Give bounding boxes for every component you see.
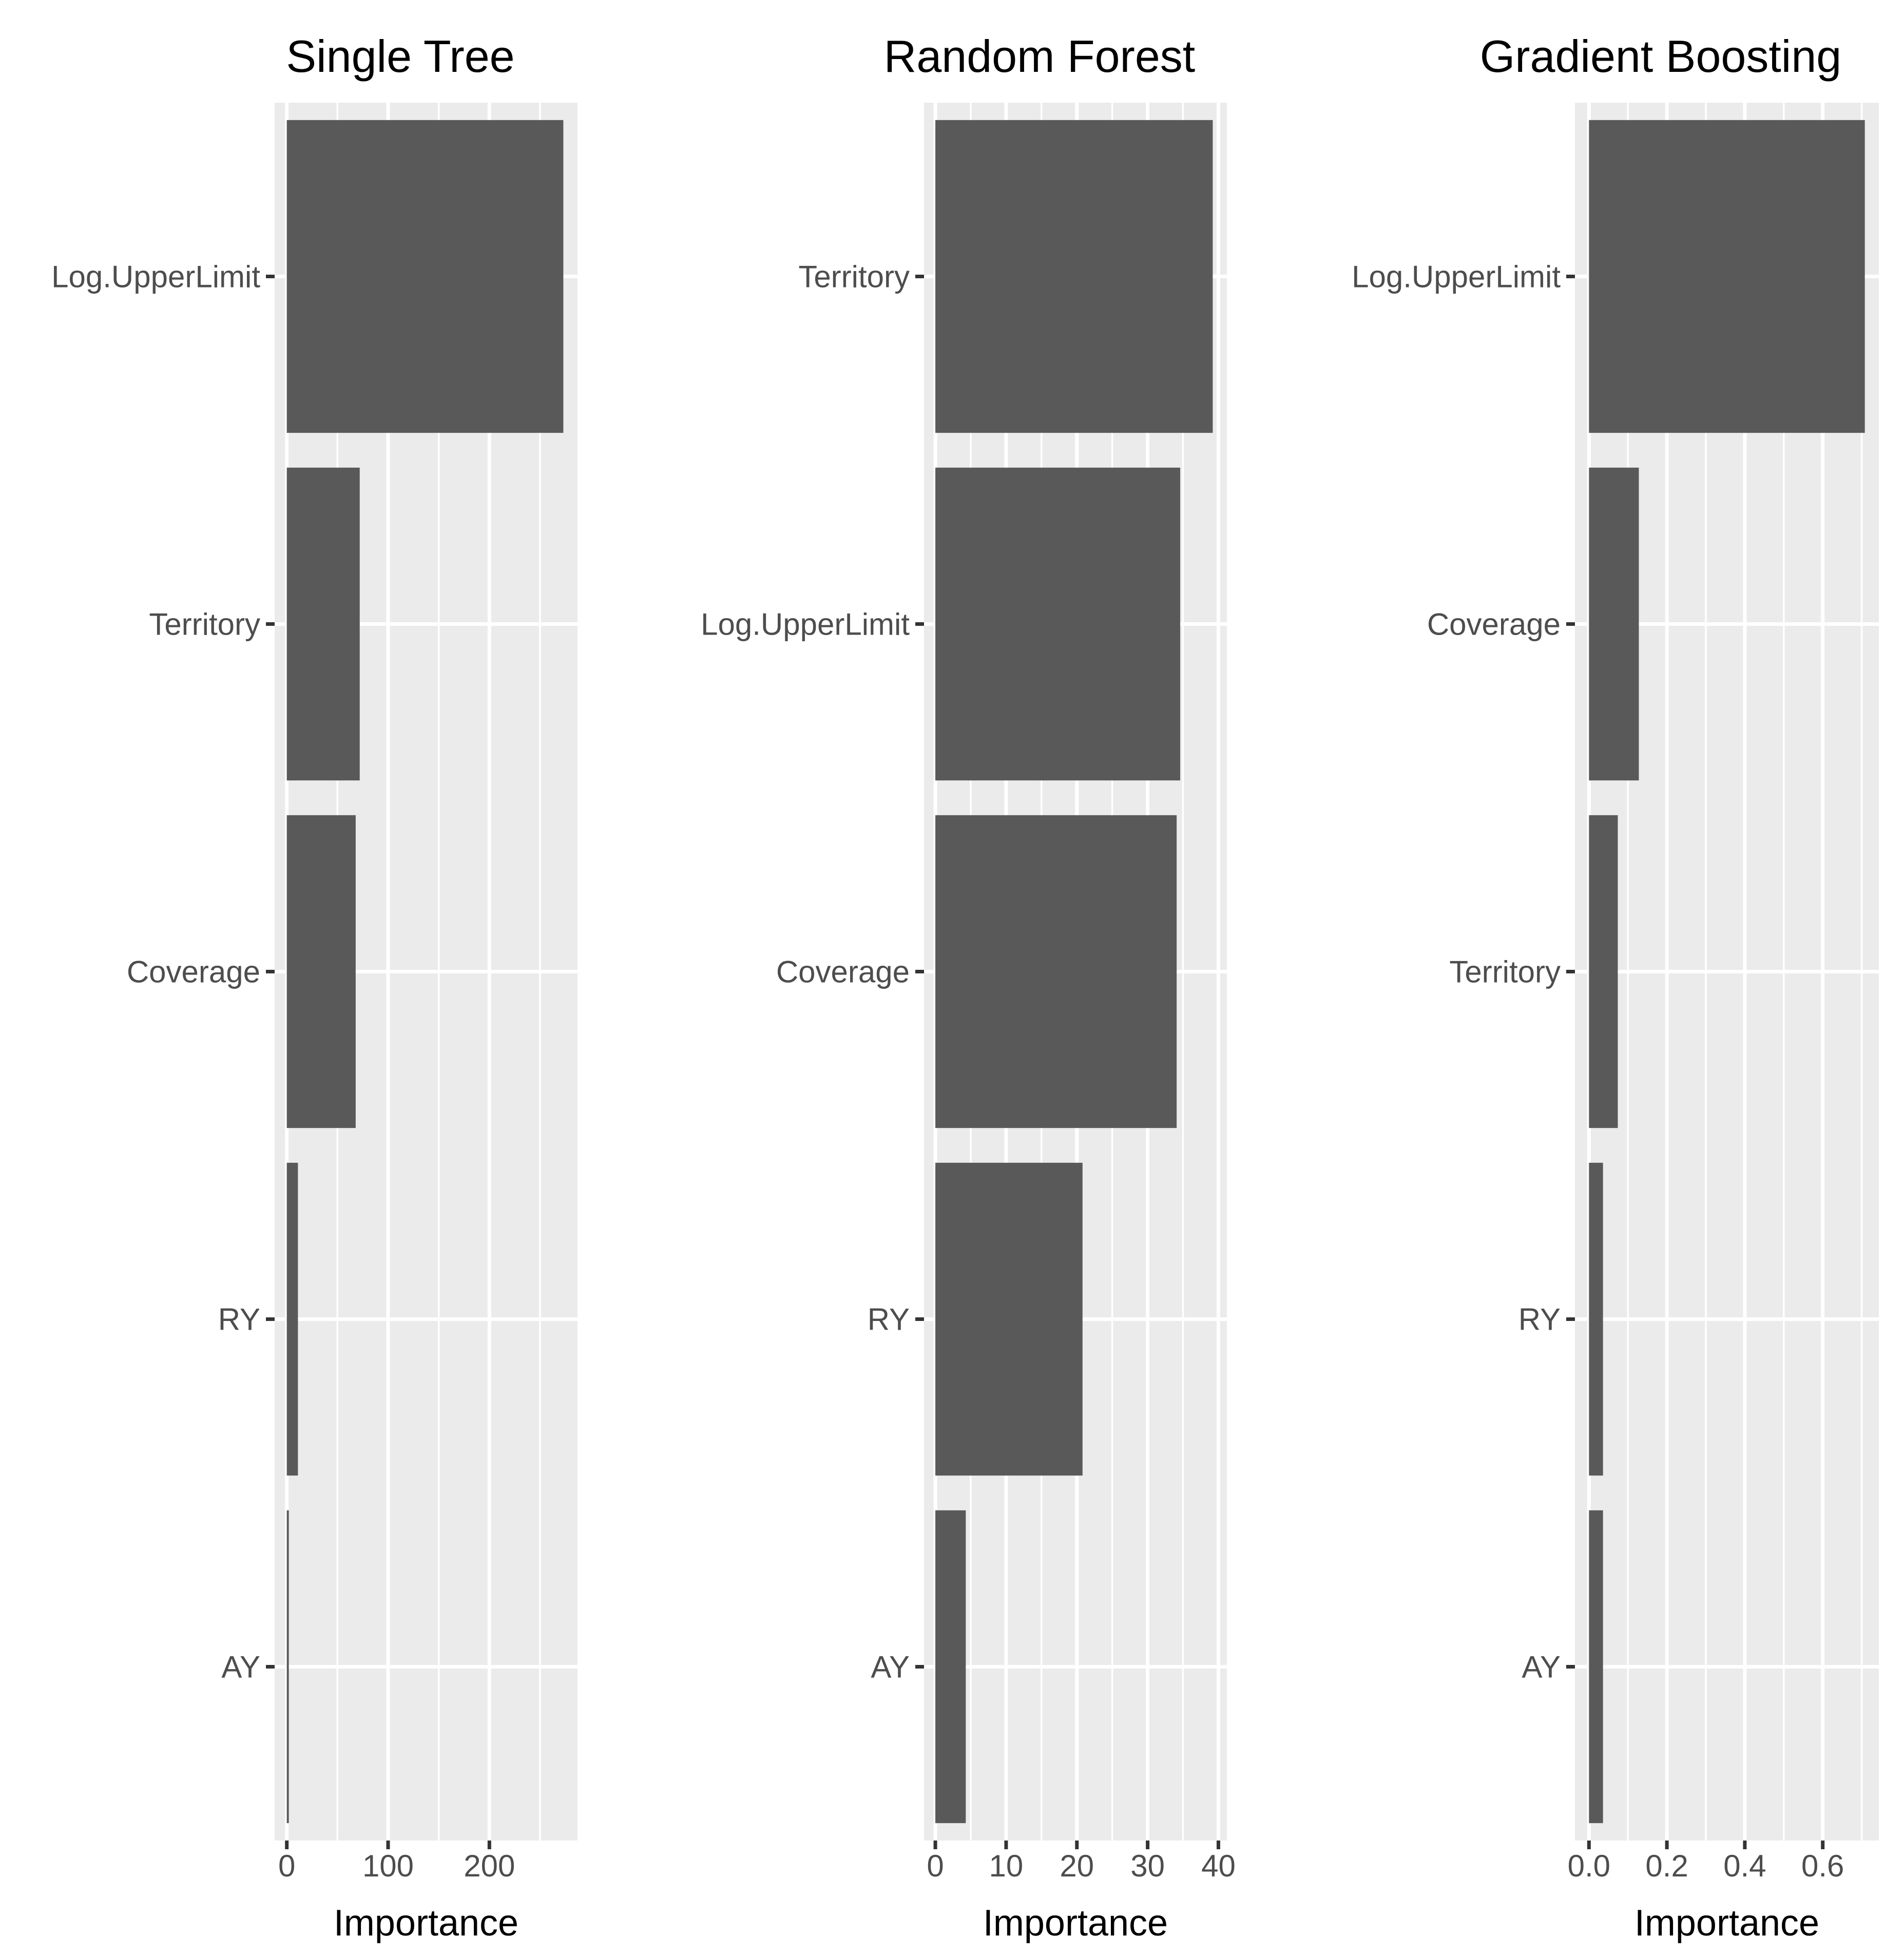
bar-ry — [286, 1162, 298, 1476]
x-axis-title: Importance — [334, 1903, 518, 1944]
bar-ay — [286, 1510, 289, 1824]
x-axis-title: Importance — [983, 1903, 1168, 1944]
y-tick-label: Territory — [1449, 955, 1561, 989]
panel-title: Random Forest — [884, 31, 1195, 82]
x-tick-label: 10 — [989, 1849, 1024, 1883]
panel-title: Single Tree — [286, 31, 514, 82]
bar-ry — [1589, 1162, 1603, 1476]
panel-gradient-boosting: Log.UpperLimit Coverage Territory RY AY 0.0 0.… — [1352, 31, 1879, 1944]
bar-coverage — [1589, 467, 1639, 781]
bar-log-upperlimit — [286, 120, 564, 433]
y-tick-label: Coverage — [127, 955, 260, 989]
x-tick-label: 200 — [464, 1849, 515, 1883]
y-tick-label: Coverage — [776, 955, 910, 989]
x-tick-label: 100 — [362, 1849, 414, 1883]
x-tick-label: 0.6 — [1801, 1849, 1844, 1883]
bar-ry — [935, 1162, 1083, 1476]
x-tick-label: 40 — [1201, 1849, 1236, 1883]
y-tick-label: Log.UpperLimit — [1352, 260, 1561, 294]
x-tick-label: 0.4 — [1723, 1849, 1766, 1883]
y-tick-label: AY — [221, 1650, 260, 1684]
y-tick-label: Coverage — [1427, 607, 1561, 642]
bar-territory — [286, 467, 360, 781]
y-tick-label: Territory — [149, 607, 260, 642]
y-tick-label: RY — [868, 1302, 910, 1337]
bar-ay — [1589, 1510, 1603, 1824]
y-tick-label: Log.UpperLimit — [701, 607, 910, 642]
bar-coverage — [935, 815, 1177, 1128]
bar-territory — [1589, 815, 1618, 1128]
x-tick-label: 0 — [927, 1849, 944, 1883]
bar-log-upperlimit — [1589, 120, 1865, 433]
bar-log-upperlimit — [935, 467, 1181, 781]
y-tick-label: AY — [1522, 1650, 1561, 1684]
bar-territory — [935, 120, 1213, 433]
x-tick-label: 0 — [278, 1849, 295, 1883]
y-tick-label: Log.UpperLimit — [51, 260, 260, 294]
panel-single-tree: Log.UpperLimit Territory Coverage RY AY 0 100 2… — [51, 31, 578, 1944]
x-tick-label: 0.0 — [1568, 1849, 1610, 1883]
x-tick-label: 0.2 — [1645, 1849, 1688, 1883]
y-tick-label: RY — [1518, 1302, 1561, 1337]
y-tick-label: Territory — [798, 260, 910, 294]
bar-coverage — [286, 815, 356, 1128]
bar-ay — [935, 1510, 966, 1824]
x-tick-label: 30 — [1130, 1849, 1165, 1883]
y-tick-label: RY — [218, 1302, 260, 1337]
panel-random-forest: Territory Log.UpperLimit Coverage RY AY 0 10 20… — [701, 31, 1236, 1944]
y-tick-label: AY — [871, 1650, 910, 1684]
x-axis-title: Importance — [1634, 1903, 1819, 1944]
x-tick-label: 20 — [1060, 1849, 1094, 1883]
panel-title: Gradient Boosting — [1480, 31, 1841, 82]
